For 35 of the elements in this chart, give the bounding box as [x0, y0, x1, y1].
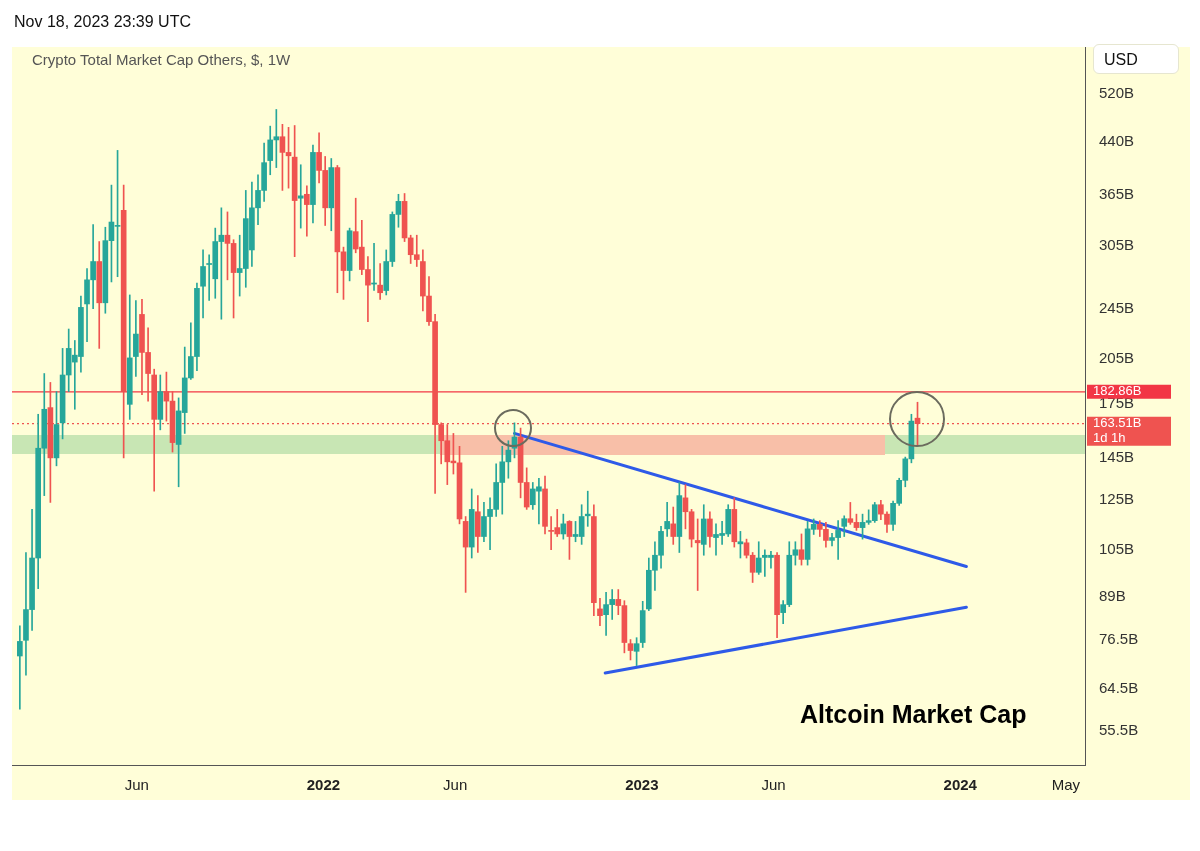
y-tick-label: 64.5B	[1099, 678, 1139, 696]
candlestick	[273, 109, 280, 168]
ref-line-label: 163.51B 1d 1h	[1093, 415, 1142, 446]
y-tick-label: 440B	[1099, 132, 1135, 149]
candlestick	[694, 518, 701, 591]
y-tick-label: 89B	[1099, 586, 1126, 604]
y-tick-label: 145B	[1099, 448, 1135, 466]
x-tick-label: 2023	[625, 776, 659, 794]
y-tick-label: 520B	[1099, 84, 1135, 102]
candlestick	[297, 164, 304, 229]
chart-subtitle: Nov 18, 2023 23:39 UTC	[14, 13, 191, 31]
y-tick-label: 125B	[1099, 490, 1135, 508]
candlestick	[597, 598, 603, 627]
y-tick-label: 105B	[1099, 539, 1135, 557]
x-tick-label: 2024	[943, 776, 978, 794]
candlestick	[17, 625, 23, 710]
candlestick	[377, 263, 383, 300]
y-tick-label: 305B	[1099, 236, 1135, 254]
x-tick-label: May	[1051, 776, 1081, 794]
x-tick-label: Jun	[124, 776, 149, 794]
candlestick	[90, 224, 96, 309]
y-axis-title: USD	[1093, 44, 1179, 74]
candlestick	[584, 490, 591, 527]
candlestick	[664, 502, 670, 537]
chart-title: Crypto Total Market Cap Others, $, 1W	[32, 51, 291, 68]
x-tick-label: Jun	[443, 776, 468, 794]
candlestick	[304, 185, 310, 237]
y-tick-label: 55.5B	[1099, 721, 1139, 739]
y-tick-label: 365B	[1099, 185, 1135, 203]
y-tick-label: 205B	[1099, 349, 1135, 367]
annotation: Altcoin Market Cap	[800, 700, 1027, 729]
y-tick-label: 76.5B	[1099, 630, 1139, 648]
x-tick-label: 2022	[306, 776, 341, 794]
x-tick-label: Jun	[761, 776, 786, 794]
y-tick-label: 245B	[1099, 298, 1135, 316]
